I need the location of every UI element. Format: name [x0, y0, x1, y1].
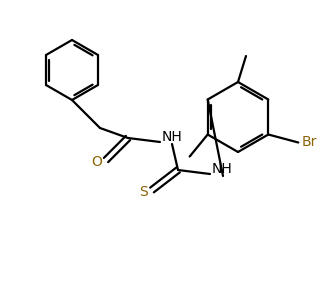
Text: O: O	[92, 155, 102, 169]
Text: Br: Br	[301, 135, 317, 150]
Text: S: S	[140, 185, 148, 199]
Text: NH: NH	[162, 130, 183, 144]
Text: NH: NH	[212, 162, 233, 176]
